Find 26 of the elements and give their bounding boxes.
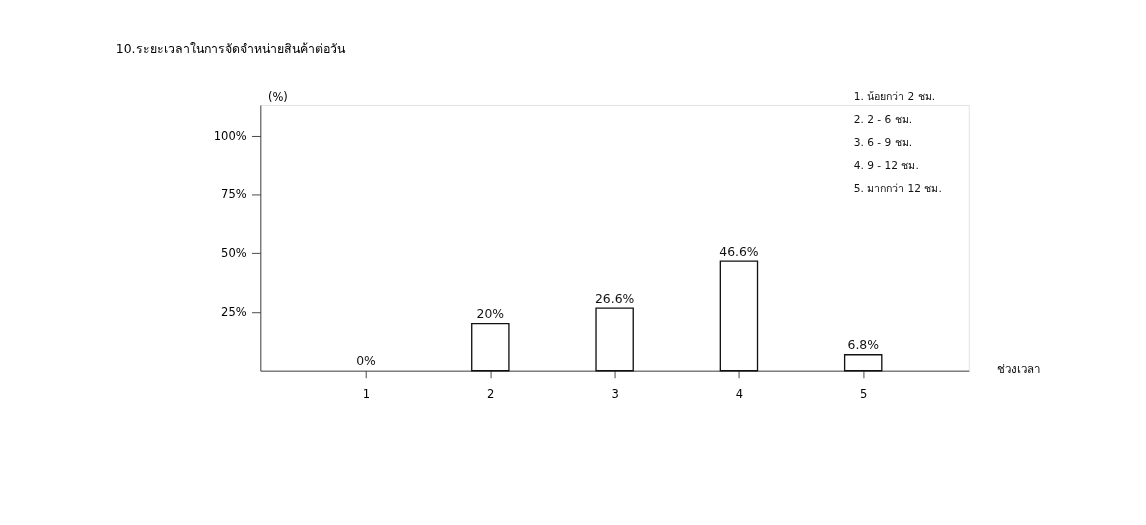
annotation: 5. มากกว่า 12 ชม. bbox=[853, 181, 942, 195]
x-axis-title: ช่วงเวลา bbox=[997, 361, 1041, 376]
data-label: 46.6% bbox=[719, 243, 759, 259]
data-label: 6.8% bbox=[847, 337, 880, 353]
data-label: 20% bbox=[476, 306, 505, 322]
y-tick-label: 25% bbox=[221, 304, 247, 319]
x-tick-label: 5 bbox=[860, 386, 868, 401]
bar bbox=[719, 260, 759, 372]
y-tick-label: 100% bbox=[213, 128, 247, 143]
data-label: 26.6% bbox=[594, 290, 635, 306]
annotation: 2. 2 - 6 ชม. bbox=[853, 112, 913, 126]
x-tick-label: 4 bbox=[735, 386, 744, 401]
annotation: 4. 9 - 12 ชม. bbox=[853, 158, 919, 172]
bar bbox=[471, 323, 510, 372]
chart-title: 10.ระยะเวลาในการจัดจำหน่ายสินค้าต่อวัน bbox=[115, 40, 346, 56]
bar bbox=[843, 354, 883, 372]
y-axis-title: (%) bbox=[267, 90, 288, 105]
bar bbox=[595, 307, 634, 372]
x-tick-label: 1 bbox=[362, 386, 371, 401]
annotation: 3. 6 - 9 ชม. bbox=[853, 135, 913, 149]
data-label: 0% bbox=[356, 353, 377, 369]
x-tick-label: 3 bbox=[611, 386, 619, 401]
y-tick-label: 50% bbox=[221, 246, 247, 261]
x-tick-label: 2 bbox=[487, 386, 495, 401]
text: 1. น้อยกว่า 2 ชม. bbox=[853, 89, 936, 103]
y-tick-label: 75% bbox=[221, 187, 247, 202]
